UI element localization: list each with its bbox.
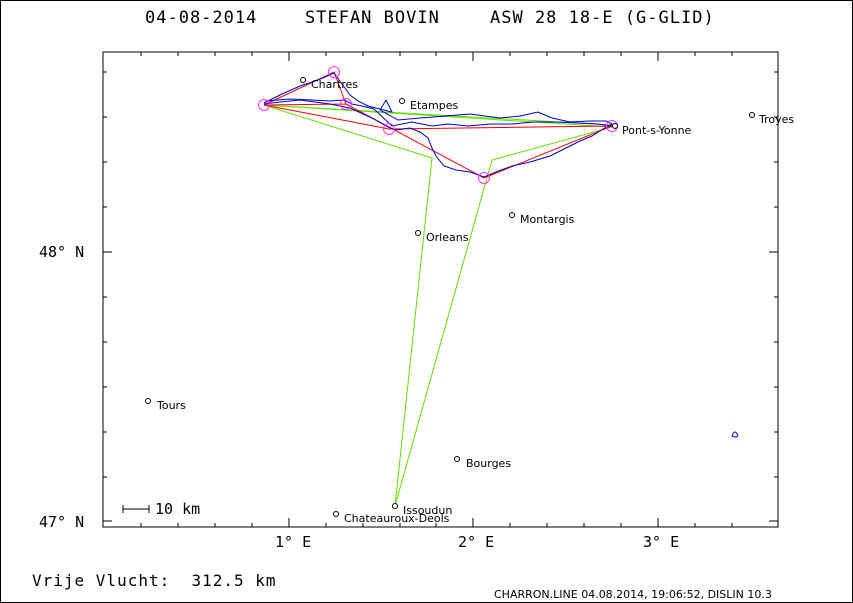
lon-label-1e: 1° E: [275, 533, 312, 551]
lat-label-48: 48° N: [39, 243, 85, 261]
turnpoint-marker: [328, 66, 340, 78]
scale-bar: [122, 505, 150, 513]
city-marker: [612, 123, 618, 129]
city-label-montargis: Montargis: [520, 213, 575, 226]
city-marker: [749, 112, 755, 118]
city-marker: [399, 98, 405, 104]
flight-track-extra: [265, 98, 613, 127]
city-label-chartres: Chartres: [311, 78, 359, 91]
turnpoint-marker: [340, 98, 352, 110]
city-marker: [300, 77, 306, 83]
city-markers: [145, 77, 755, 517]
turnpoint-marker: [383, 123, 395, 135]
city-marker: [454, 456, 460, 462]
turnpoint-marker: [478, 172, 490, 184]
turnpoint-marker: [258, 99, 270, 111]
axis-ticks: [103, 52, 778, 527]
city-label-etampes: Etampes: [410, 99, 459, 112]
city-label-troyes: Troyes: [759, 113, 795, 126]
city-marker: [392, 503, 398, 509]
lon-label-2e: 2° E: [458, 533, 495, 551]
plot-border: [102, 51, 779, 528]
flight-date: 04-08-2014: [145, 8, 258, 28]
city-marker: [145, 398, 151, 404]
city-marker: [509, 212, 515, 218]
city-label-pont-s-yonne: Pont-s-Yonne: [622, 124, 692, 137]
city-label-bourges: Bourges: [466, 457, 512, 470]
track-fragment: [731, 431, 739, 438]
flight-distance: Vrije Vlucht: 312.5 km: [32, 571, 277, 590]
city-label-tours: Tours: [157, 399, 186, 412]
lon-label-3e: 3° E: [643, 533, 680, 551]
pilot-name: STEFAN BOVIN: [305, 8, 440, 28]
city-label-orleans: Orleans: [426, 231, 469, 244]
sector-lines: [263, 104, 613, 507]
city-label-issoudun: Issoudun: [403, 504, 453, 517]
glider-info: ASW 28 18-E (G-GLID): [490, 8, 715, 28]
city-label-chateauroux-deols: Chateauroux-Deols: [344, 512, 450, 525]
scale-bar-label: 10 km: [155, 500, 201, 518]
city-marker: [415, 230, 421, 236]
city-marker: [333, 511, 339, 517]
flight-track: [263, 72, 614, 178]
software-credit: CHARRON.LINE 04.08.2014, 19:06:52, DISLI…: [494, 588, 772, 601]
lat-label-47: 47° N: [39, 513, 85, 531]
